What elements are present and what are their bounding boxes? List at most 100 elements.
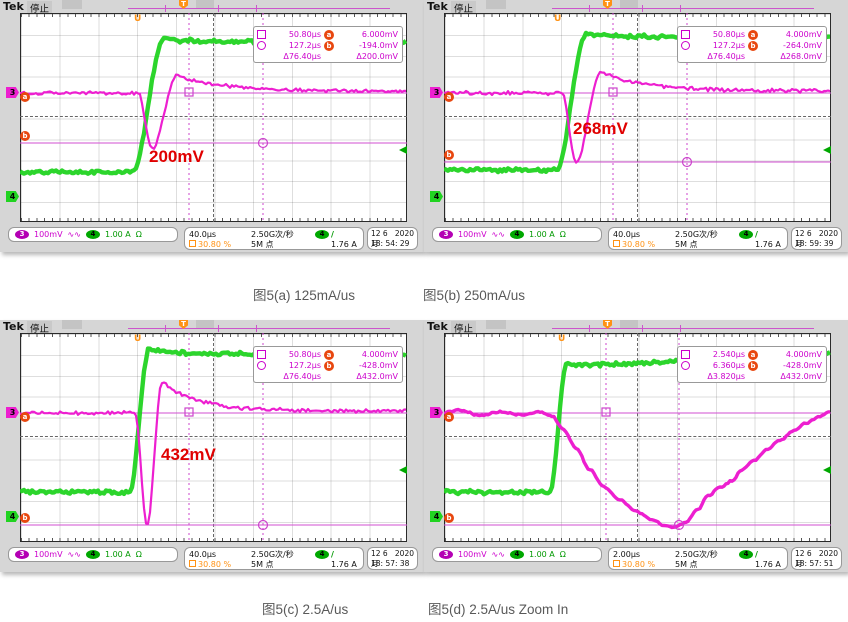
cursor-readout-box: 50.80µs a 4.000mV 127.2µs b -428.0mV Δ76.40µs Δ… — [253, 346, 403, 383]
channel3-readout-badge: 3 — [439, 550, 453, 559]
date-value: 12 6月 — [371, 229, 388, 248]
trigger-point-icon: U — [554, 14, 562, 24]
trigger-pos-value: 30.80 % — [622, 240, 656, 249]
datetime-readout: 12 6月 2020 18: 57: 38 — [367, 547, 418, 570]
cursor-b-time: 127.2µs — [712, 41, 745, 50]
cursor-delta-time: Δ76.40µs — [283, 52, 321, 61]
wave-inspector-tick — [589, 325, 590, 332]
square-cursor-icon — [257, 350, 266, 359]
year-value: 2020 — [818, 229, 838, 238]
trigger-position: 30.80 % — [613, 560, 675, 569]
toolbar-tab — [620, 0, 638, 9]
timebase-row: 2.00µs 2.50G次/秒 4/ — [613, 549, 783, 559]
cursor-b-badge-icon: b — [324, 40, 334, 51]
trigger-pos-value: 30.80 % — [198, 560, 232, 569]
record-length: 5M 点 — [251, 560, 274, 569]
cursor-a-badge: a — [444, 92, 454, 102]
trigger-slope-icon: / — [755, 550, 758, 559]
ohm-impedance-icon: Ω — [135, 230, 142, 239]
ac-coupling-icon: ∿∿ — [491, 550, 505, 559]
trigger-row: 30.80 % 5M 点 1.76 A — [613, 239, 783, 249]
channel4-readout-badge: 4 — [85, 230, 100, 239]
trigger-level: 1.76 A — [331, 240, 357, 249]
cursor-a-voltage: 4.000mV — [785, 350, 822, 359]
record-length: 5M 点 — [675, 560, 698, 569]
graticule-center-vertical — [637, 333, 638, 542]
sample-rate: 2.50G次/秒 — [251, 230, 294, 239]
channel3-badge: 3 — [6, 87, 19, 98]
ac-coupling-icon: ∿∿ — [67, 230, 81, 239]
toolbar-tab — [196, 320, 214, 329]
channel3-scale: 100mV — [458, 550, 487, 559]
circle-cursor-icon — [681, 41, 690, 50]
trigger-position-icon: T — [603, 320, 612, 329]
datetime-readout: 12 6月 2020 18: 54: 29 — [367, 227, 418, 250]
cursor-a-square-marker — [184, 407, 194, 417]
channel3-scale: 100mV — [34, 230, 63, 239]
circle-cursor-icon — [257, 361, 266, 370]
cursor-delta-time: Δ76.40µs — [283, 372, 321, 381]
toolbar-tab — [486, 320, 506, 329]
trigger-pos-icon — [613, 240, 620, 247]
wave-inspector-tick — [256, 5, 257, 12]
cursor-readout-box: 50.80µs a 6.000mV 127.2µs b -194.0mV Δ76.40µs Δ… — [253, 26, 403, 63]
channel-scale-readout: 3 100mV ∿∿ 4 1.00 A Ω — [8, 227, 178, 242]
cursor-readout-box: 2.540µs a 4.000mV 6.360µs b -428.0mV Δ3.820µs Δ… — [677, 346, 827, 383]
channel4-scale: 1.00 A — [104, 230, 131, 239]
cursor-b-badge: b — [444, 513, 454, 523]
caption-b: 图5(b) 250mA/us — [423, 288, 526, 303]
channel4-badge: 4 — [6, 511, 19, 522]
cursor-b-circle-marker — [257, 137, 269, 149]
channel4-badge: 4 — [430, 511, 443, 522]
cursor-delta-row: Δ76.40µs Δ268.0mV — [681, 51, 823, 62]
graticule-center-vertical — [213, 13, 214, 222]
trigger-position-icon: T — [179, 320, 188, 329]
timebase-value: 2.00µs — [613, 550, 641, 559]
cursor-a-badge: a — [20, 92, 30, 102]
date-value: 12 6月 — [371, 549, 388, 568]
cursor-b-row: 127.2µs b -428.0mV — [257, 360, 399, 371]
scope-capture-c: Tek 停止 T U 3 4 a b 50.80µs a 4.000mV 127.2µs b -428.0… — [0, 320, 424, 572]
date-value: 12 6月 — [795, 229, 812, 248]
channel3-badge: 3 — [430, 407, 443, 418]
channel-scale-readout: 3 100mV ∿∿ 4 1.00 A Ω — [432, 547, 602, 562]
ac-coupling-icon: ∿∿ — [67, 550, 81, 559]
trigger-point-icon: U — [134, 14, 142, 24]
channel4-readout-badge: 4 — [509, 550, 524, 559]
cursor-a-badge: a — [444, 412, 454, 422]
year-value: 2020 — [394, 549, 414, 558]
graticule-ticks-top — [445, 334, 830, 337]
trigger-row: 30.80 % 5M 点 1.76 A — [189, 239, 359, 249]
wave-inspector-tick — [642, 5, 643, 12]
ac-coupling-icon: ∿∿ — [491, 230, 505, 239]
timebase-value: 40.0µs — [189, 550, 217, 559]
cursor-a-badge-icon: a — [748, 29, 758, 40]
toolbar-tab — [620, 320, 638, 329]
square-cursor-icon — [681, 350, 690, 359]
cursor-delta-row: Δ76.40µs Δ432.0mV — [257, 371, 399, 382]
cursor-a-row: 2.540µs a 4.000mV — [681, 349, 823, 360]
cursor-a-square-marker — [601, 407, 611, 417]
trigger-source-badge: 4 — [315, 230, 329, 239]
channel4-badge: 4 — [430, 191, 443, 202]
cursor-delta-row: Δ76.40µs Δ200.0mV — [257, 51, 399, 62]
trigger-position-icon: T — [179, 0, 188, 9]
trigger-pos-value: 30.80 % — [198, 240, 232, 249]
trigger-level-arrow-icon — [399, 146, 407, 154]
brand-label: Tek — [3, 320, 24, 333]
cursor-b-circle-marker — [257, 519, 269, 531]
cursor-delta-voltage: Δ200.0mV — [356, 52, 398, 61]
cursor-a-row: 50.80µs a 6.000mV — [257, 29, 399, 40]
cursor-b-badge: b — [20, 131, 30, 141]
cursor-delta-voltage: Δ432.0mV — [356, 372, 398, 381]
time-value: 18: 57: 51 — [795, 559, 834, 568]
cursor-b-row: 127.2µs b -264.0mV — [681, 40, 823, 51]
channel3-scale: 100mV — [34, 550, 63, 559]
time-value: 18: 54: 29 — [371, 239, 410, 248]
wave-inspector-bar — [552, 328, 814, 329]
channel4-readout-badge: 4 — [85, 550, 100, 559]
cursor-b-circle-marker — [681, 156, 693, 168]
toolbar-tab — [486, 0, 506, 9]
waveform-ch3-voltage — [444, 407, 831, 530]
